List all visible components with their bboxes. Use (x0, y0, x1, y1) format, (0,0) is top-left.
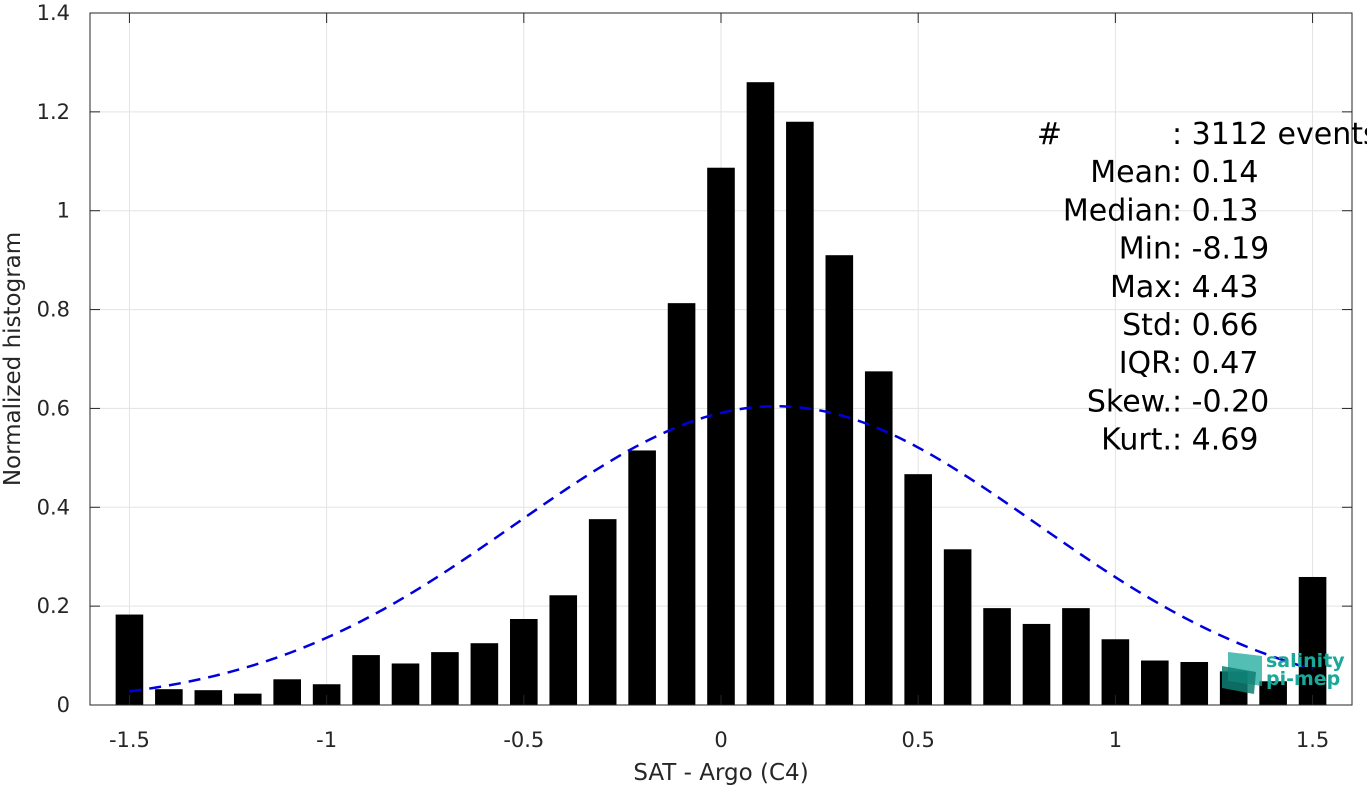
histogram-bar (1141, 660, 1169, 705)
stats-value: : 0.66 (1172, 308, 1258, 343)
stats-value: : 4.43 (1172, 270, 1258, 305)
histogram-bar (1062, 608, 1090, 705)
stats-value: : -0.20 (1172, 384, 1269, 419)
y-tick-label: 1.4 (37, 1, 70, 25)
histogram-bar (628, 450, 656, 705)
stats-label: Median (1063, 193, 1172, 228)
histogram-bar (904, 474, 932, 705)
stats-label: Kurt. (1101, 423, 1172, 458)
x-tick-label: -0.5 (503, 728, 544, 752)
stats-label: IQR (1119, 346, 1172, 381)
y-tick-labels: 0 0.2 0.4 0.6 0.8 1 1.2 1.4 (37, 1, 70, 717)
y-tick-label: 0.6 (37, 396, 70, 420)
stats-label: Skew. (1087, 384, 1172, 419)
histogram-bar (1298, 576, 1327, 705)
x-tick-label: 1 (1109, 728, 1122, 752)
stats-value: : 0.47 (1172, 346, 1258, 381)
y-tick-label: 0.4 (37, 495, 70, 519)
histogram-bar (549, 595, 578, 705)
x-tick-labels: -1.5 -1 -0.5 0 0.5 1 1.5 (109, 728, 1329, 752)
histogram-bar (1259, 681, 1287, 705)
x-axis-label: SAT - Argo (C4) (633, 760, 808, 786)
histogram-bar (194, 690, 223, 705)
histogram-bar (864, 371, 893, 705)
histogram-bar (1022, 623, 1051, 705)
histogram-bar (983, 608, 1011, 705)
histogram-bar (115, 614, 144, 705)
stats-label: Mean (1090, 155, 1172, 190)
histogram-bar (470, 643, 499, 705)
x-tick-label: -1.5 (109, 728, 150, 752)
y-tick-label: 0.2 (37, 594, 70, 618)
logo-mark-front (1222, 666, 1256, 694)
stats-label: Std (1122, 308, 1172, 343)
histogram-bar (707, 167, 735, 705)
x-tick-label: 0 (714, 728, 727, 752)
histogram-bar (786, 121, 814, 705)
histogram-bar (825, 255, 854, 705)
stats-value: : 3112 events (1172, 117, 1367, 152)
y-tick-label: 1.2 (37, 100, 70, 124)
histogram-bar (273, 679, 301, 705)
stats-label: # (1037, 117, 1062, 152)
histogram-bars (115, 82, 1327, 705)
histogram-bar (667, 303, 696, 705)
histogram-bar (588, 519, 617, 705)
x-tick-label: -1 (316, 728, 337, 752)
histogram-bar (943, 549, 972, 705)
histogram-bar (431, 652, 459, 705)
histogram-bar (510, 618, 538, 705)
histogram-bar (391, 663, 420, 705)
histogram-bar (312, 684, 341, 705)
y-tick-label: 0.8 (37, 298, 70, 322)
stats-value: : 4.69 (1172, 423, 1258, 458)
histogram-bar (1180, 661, 1209, 705)
histogram-bar (352, 655, 380, 705)
y-axis-label: Normalized histogram (0, 232, 26, 486)
histogram-bar (233, 693, 262, 705)
stats-value: : 0.14 (1172, 155, 1258, 190)
gaussian-fit-curve (129, 404, 1313, 693)
stats-value: : 0.13 (1172, 193, 1258, 228)
x-tick-label: 1.5 (1296, 728, 1329, 752)
salinity-pimep-logo: salinity pi-mep (1222, 650, 1345, 694)
histogram-bar (746, 82, 775, 705)
y-tick-label: 1 (57, 199, 70, 223)
logo-text-line2: pi-mep (1266, 668, 1340, 690)
stats-label: Min (1119, 232, 1172, 267)
histogram-bar (1101, 639, 1130, 705)
histogram-bar (155, 689, 183, 705)
stats-label: Max (1110, 270, 1172, 305)
axis-ticks (90, 12, 1352, 706)
y-tick-label: 0 (57, 693, 70, 717)
logo-text-line1: salinity (1266, 650, 1345, 672)
x-tick-label: 0.5 (901, 728, 934, 752)
stats-value: : -8.19 (1172, 232, 1269, 267)
